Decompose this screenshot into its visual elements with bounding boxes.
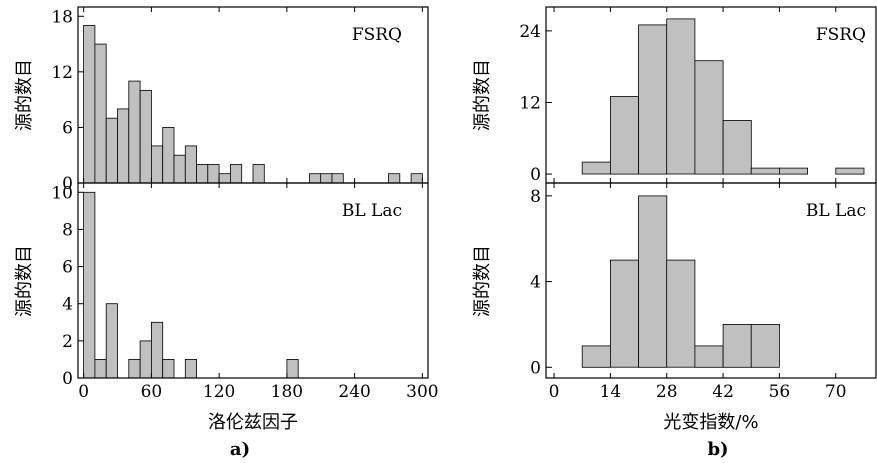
right-bottom-bar: [750, 323, 780, 368]
right-top-bar: [835, 167, 865, 175]
right-bottom-bar: [722, 323, 752, 368]
left-top-ytick-label: 0: [62, 174, 73, 194]
left-top-series-title: FSRQ: [352, 25, 402, 45]
left-bottom-ytick-label: 10: [51, 183, 73, 203]
left-bottom-xtick-label: 60: [141, 382, 163, 402]
right-bottom-bar: [581, 345, 611, 368]
right-bottom-xtick-label: 0: [549, 382, 560, 402]
right-top-bar: [581, 161, 611, 175]
left-top-bar: [117, 108, 130, 184]
left-top-bar: [184, 145, 198, 184]
left-bottom-bar: [128, 358, 141, 379]
right-top-ytick-label: 24: [519, 22, 541, 42]
left-top-bar: [388, 173, 401, 184]
left-bottom-bar: [139, 340, 152, 379]
left-bottom-xtick-label: 300: [406, 382, 438, 402]
figure-label-a: a): [230, 439, 250, 460]
left-bottom-ytick-label: 6: [62, 258, 73, 278]
left-bottom-ytick-label: 0: [62, 369, 73, 389]
left-top-bar: [150, 145, 164, 184]
right-top-series-title: FSRQ: [816, 25, 866, 45]
left-bottom-xtick-label: 180: [271, 382, 303, 402]
left-bottom-bar: [150, 321, 164, 379]
left-bottom-bar: [184, 358, 198, 379]
left-top-bar: [196, 164, 209, 184]
right-bottom-bar: [610, 259, 640, 368]
right-top-bar: [694, 60, 724, 175]
figure-label-b: b): [707, 439, 728, 460]
left-bottom-bar: [83, 191, 96, 379]
right-top-bar: [750, 167, 780, 175]
left-bottom-bar: [286, 358, 299, 379]
right-bottom-xlabel: 光变指数/%: [663, 412, 758, 433]
right-bottom-bar: [694, 345, 724, 368]
left-top-bar: [252, 164, 265, 184]
right-top-ytick-label: 12: [519, 93, 541, 113]
left-top-ylabel: 源的数目: [14, 59, 35, 131]
left-top-bar: [83, 25, 96, 184]
right-bottom-ylabel: 源的数目: [472, 245, 493, 317]
left-bottom-ytick-label: 4: [62, 295, 73, 315]
left-top-ytick-label: 12: [51, 63, 73, 83]
left-bottom-bar: [94, 358, 107, 379]
right-bottom-xtick-label: 28: [656, 382, 678, 402]
left-bottom-frame: [77, 182, 429, 379]
right-bottom-ytick-label: 0: [530, 358, 541, 378]
left-bottom-xtick-label: 120: [203, 382, 235, 402]
right-top-ylabel: 源的数目: [472, 59, 493, 131]
right-bottom-bar: [638, 195, 668, 368]
right-bottom-xtick-label: 70: [825, 382, 847, 402]
left-bottom-xtick-label: 240: [338, 382, 370, 402]
left-top-ytick-label: 18: [51, 7, 73, 27]
left-bottom-ytick-label: 2: [62, 332, 73, 352]
left-top-bar: [331, 173, 344, 184]
left-top-bar: [105, 117, 118, 184]
left-bottom-xlabel: 洛伦兹因子: [208, 412, 298, 433]
right-top-bar: [779, 167, 809, 175]
left-top-bar: [162, 127, 175, 184]
right-bottom-bar: [666, 259, 696, 368]
right-top-bar: [722, 120, 752, 175]
right-bottom-xtick-label: 42: [712, 382, 734, 402]
left-bottom-series-title: BL Lac: [342, 201, 402, 221]
right-bottom-xtick-label: 14: [600, 382, 622, 402]
left-top-ytick-label: 6: [62, 118, 73, 138]
right-bottom-ytick-label: 8: [530, 187, 541, 207]
left-top-bar: [218, 173, 231, 184]
left-bottom-xtick-label: 0: [78, 382, 89, 402]
left-top-bar: [229, 164, 243, 184]
left-bottom-bar: [105, 303, 118, 379]
left-bottom-ytick-label: 8: [62, 220, 73, 240]
right-bottom-xtick-label: 56: [769, 382, 791, 402]
right-bottom-ytick-label: 4: [530, 273, 541, 293]
right-top-bar: [610, 96, 640, 175]
left-top-bar: [309, 173, 322, 184]
left-top-bar: [173, 154, 186, 184]
right-bottom-series-title: BL Lac: [806, 201, 866, 221]
right-top-bar: [638, 24, 668, 175]
right-bottom-frame: [545, 182, 877, 379]
left-top-bar: [320, 173, 333, 184]
left-top-bar: [207, 164, 220, 184]
left-bottom-ylabel: 源的数目: [14, 245, 35, 317]
left-top-bar: [94, 43, 107, 184]
right-top-ytick-label: 0: [530, 165, 541, 185]
left-top-bar: [410, 173, 423, 184]
left-top-bar: [128, 80, 141, 184]
left-top-bar: [139, 90, 152, 184]
right-top-bar: [666, 18, 696, 175]
left-bottom-bar: [162, 358, 175, 379]
